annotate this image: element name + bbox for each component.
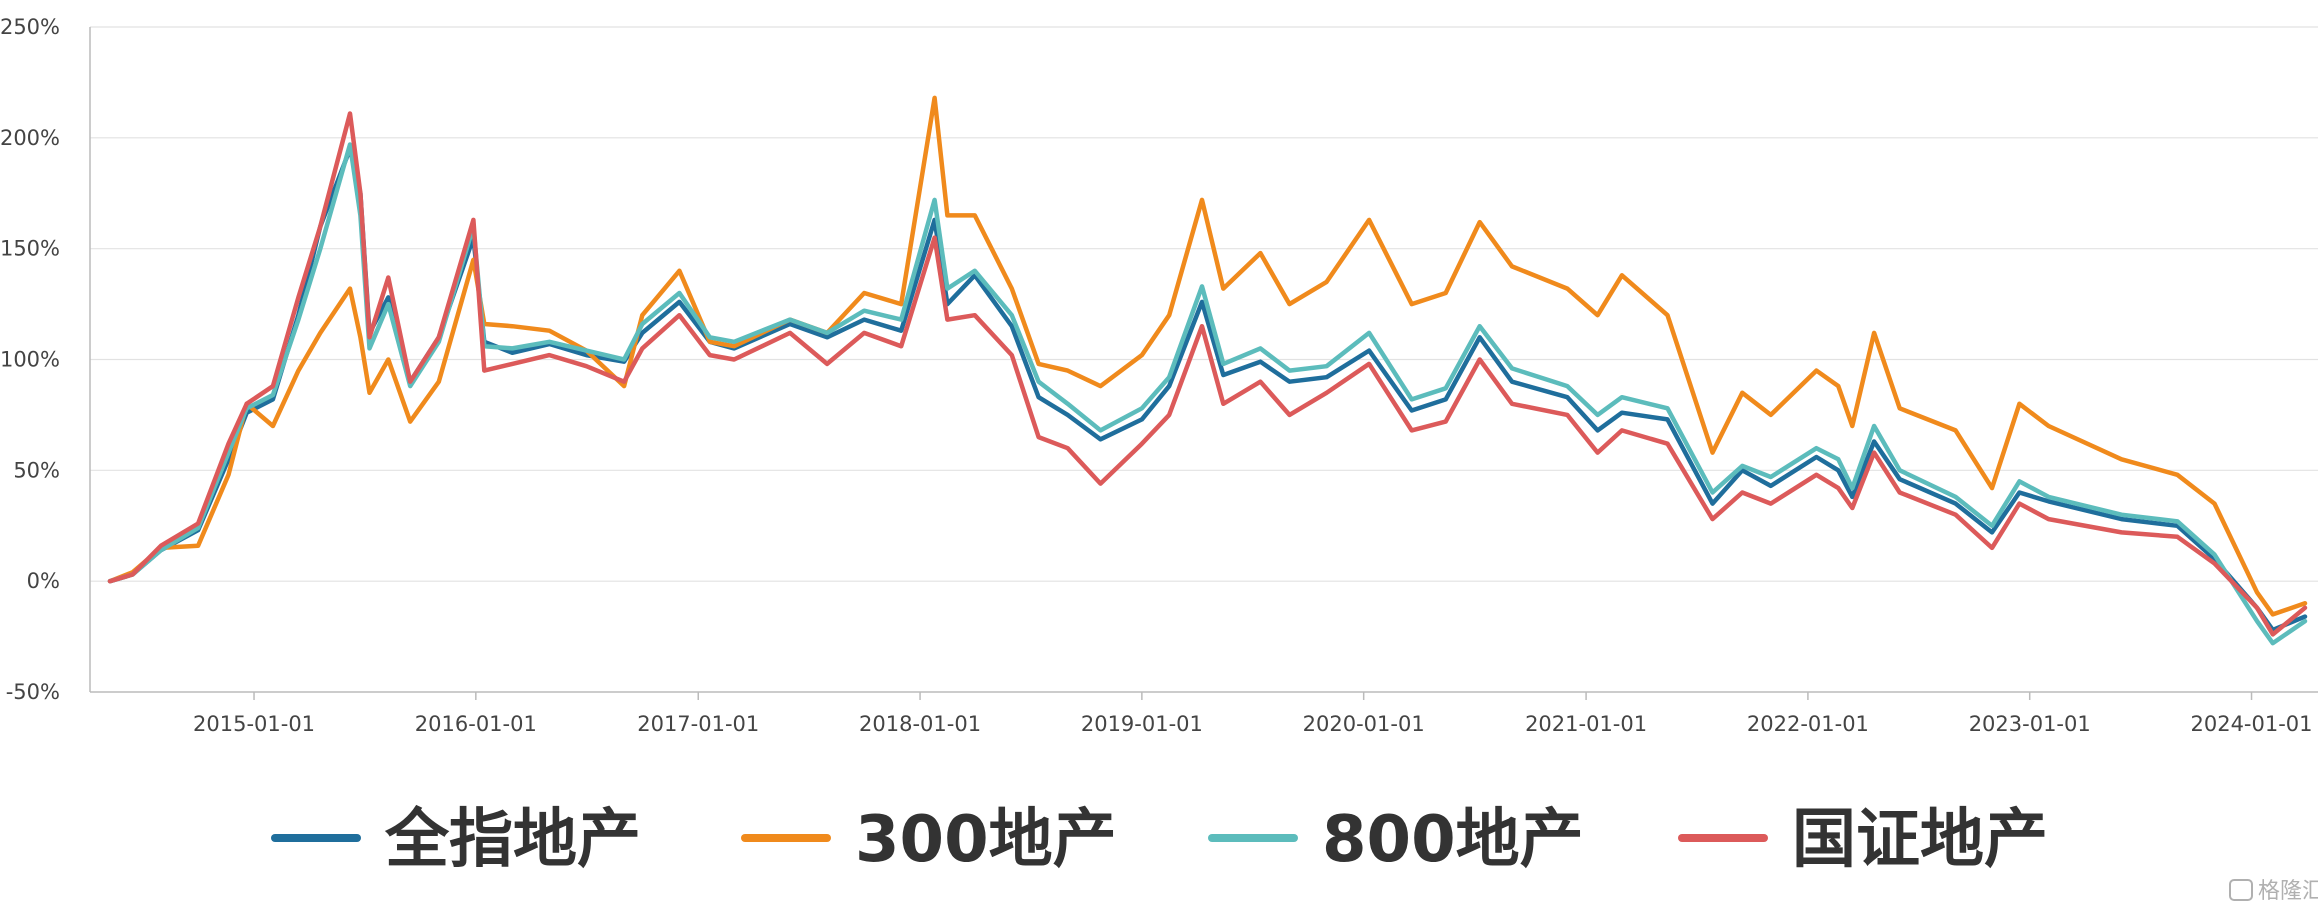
series-line-2 <box>107 95 2308 617</box>
watermark-text: 格隆汇 <box>2258 879 2318 904</box>
y-tick-labels: -50% 0% 50% 100% 150% 200% 250% <box>0 15 60 704</box>
y-tick-label: 250% <box>0 15 60 39</box>
legend-item[interactable]: 国证地产 <box>1678 803 2048 877</box>
watermark: 格隆汇 <box>2229 879 2318 904</box>
series-line-1 <box>107 146 2308 633</box>
x-tick-label: 2016-01-01 <box>415 712 537 736</box>
y-tick-label: -50% <box>6 680 60 704</box>
y-tick-label: 150% <box>0 237 60 261</box>
series-line-3 <box>107 142 2308 646</box>
legend-item[interactable]: 全指地产 <box>271 803 641 877</box>
y-tick-label: 0% <box>27 569 60 593</box>
x-tick-label: 2021-01-01 <box>1525 712 1647 736</box>
x-tick-label: 2020-01-01 <box>1303 712 1425 736</box>
legend-label: 300地产 <box>855 803 1117 877</box>
x-tick-labels: 2015-01-01 2016-01-01 2017-01-01 2018-01-01… <box>193 692 2313 736</box>
legend-label: 800地产 <box>1322 803 1584 877</box>
legend-item[interactable]: 800地产 <box>1208 803 1584 877</box>
x-tick-label: 2023-01-01 <box>1969 712 2091 736</box>
legend[interactable]: 全指地产 300地产 800地产 国证地产 <box>271 803 2048 877</box>
legend-label: 国证地产 <box>1792 803 2048 877</box>
x-tick-label: 2015-01-01 <box>193 712 315 736</box>
y-tick-label: 100% <box>0 348 60 372</box>
axes <box>89 27 2318 693</box>
x-tick-label: 2019-01-01 <box>1081 712 1203 736</box>
legend-label: 全指地产 <box>384 803 641 877</box>
y-tick-label: 200% <box>0 126 60 150</box>
series-lines <box>107 95 2308 646</box>
y-gridlines <box>90 26 2318 582</box>
watermark-logo-icon <box>2229 879 2253 901</box>
legend-item[interactable]: 300地产 <box>741 803 1117 877</box>
x-tick-label: 2018-01-01 <box>859 712 981 736</box>
x-tick-label: 2017-01-01 <box>637 712 759 736</box>
y-tick-label: 50% <box>13 458 60 482</box>
x-tick-label: 2022-01-01 <box>1747 712 1869 736</box>
x-tick-label: 2024-01-01 <box>2190 712 2312 736</box>
series-line-4 <box>107 111 2308 637</box>
